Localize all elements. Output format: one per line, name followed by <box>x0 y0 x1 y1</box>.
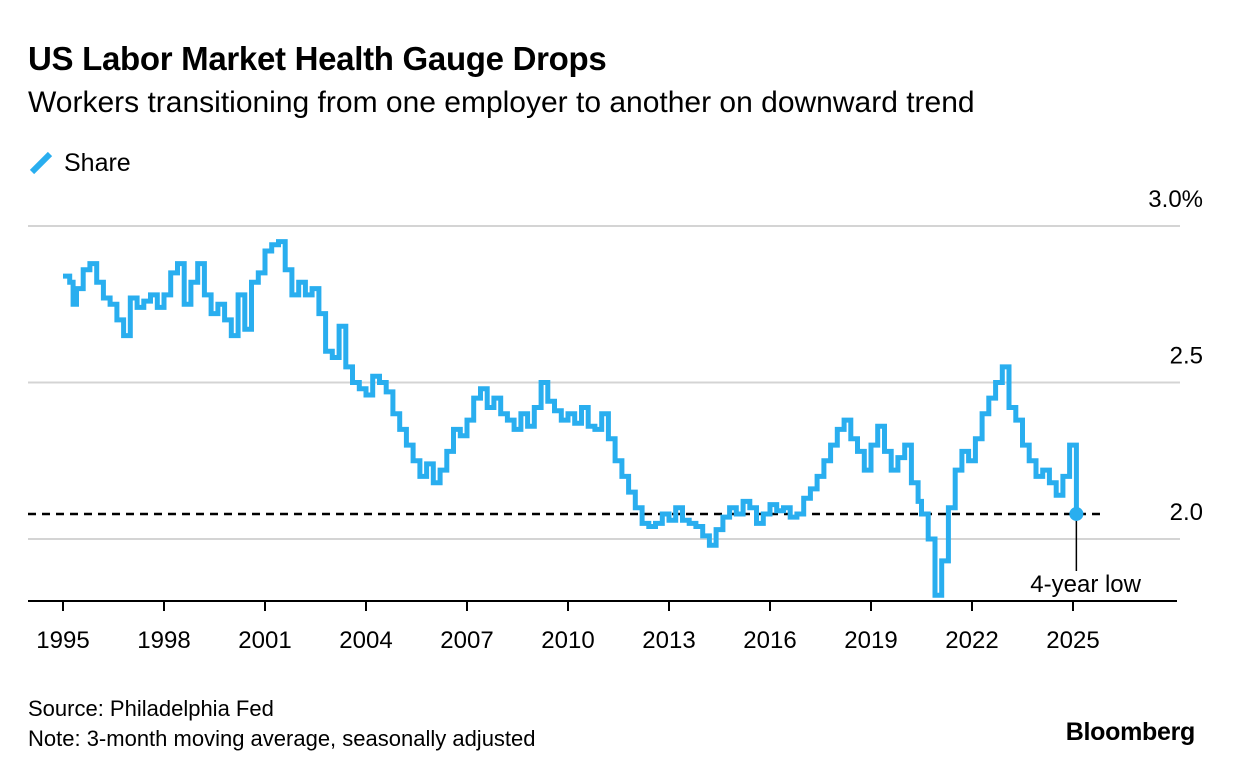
y-tick-label: 3.0% <box>1148 186 1203 213</box>
x-tick-label: 2016 <box>743 627 796 654</box>
x-tick-label: 2001 <box>238 627 291 654</box>
bloomberg-logo: Bloomberg <box>1065 718 1196 746</box>
source-note: Source: Philadelphia Fed <box>28 696 274 721</box>
legend: Share <box>28 148 131 178</box>
endpoint-marker <box>1069 506 1084 521</box>
annotation-label: 4-year low <box>1030 571 1141 598</box>
y-tick-label: 2.5 <box>1170 343 1203 370</box>
x-tick-label: 2004 <box>339 627 392 654</box>
x-tick-label: 2010 <box>541 627 594 654</box>
y-tick-label: 2.0 <box>1170 499 1203 526</box>
series-line-share <box>63 239 1079 598</box>
legend-label-share: Share <box>64 148 131 177</box>
x-tick-label: 2025 <box>1046 627 1099 654</box>
footnote: Note: 3-month moving average, seasonally… <box>28 726 536 751</box>
x-tick-label: 2022 <box>945 627 998 654</box>
x-tick-label: 2013 <box>642 627 695 654</box>
chart-subtitle: Workers transitioning from one employer … <box>28 86 975 119</box>
diagonal-line-icon <box>29 151 53 175</box>
x-tick-label: 1995 <box>36 627 89 654</box>
x-tick-label: 2019 <box>844 627 897 654</box>
x-tick-label: 2007 <box>440 627 493 654</box>
chart-title: US Labor Market Health Gauge Drops <box>28 40 607 77</box>
x-tick-label: 1998 <box>137 627 190 654</box>
